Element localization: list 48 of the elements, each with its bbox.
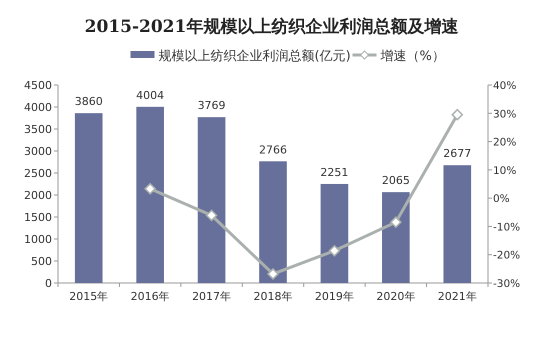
data-label: 2065	[382, 174, 410, 188]
x-tick-label: 2021年	[438, 290, 477, 303]
x-tick-label: 2016年	[130, 290, 170, 303]
y-tick-label: 1500	[24, 211, 52, 224]
y2-tick-label: 20%	[493, 136, 516, 149]
legend-label: 规模以上纺织企业利润总额(亿元)	[158, 49, 351, 64]
y2-tick-label: 0%	[493, 193, 510, 206]
y2-tick-label: 30%	[493, 108, 516, 120]
bar	[198, 117, 226, 283]
bar	[320, 184, 348, 283]
point	[328, 245, 340, 257]
y-tick-label: 4500	[24, 79, 52, 92]
data-label: 2766	[259, 143, 287, 156]
x-tick-label: 2019年	[314, 290, 354, 303]
data-label: 2677	[443, 147, 472, 160]
x-tick-label: 2015年	[69, 290, 108, 303]
bar	[259, 161, 287, 283]
x-tick-label: 2020年	[376, 290, 416, 303]
y-tick-label: 0	[45, 277, 52, 290]
y-tick-label: 2500	[24, 167, 52, 180]
data-label: 3860	[74, 95, 103, 108]
x-tick-label: 2018年	[254, 290, 292, 303]
point	[452, 108, 464, 120]
chart-title: 2015-2021年规模以上纺织企业利润总额及增速	[84, 17, 458, 37]
y2-tick-label: -30%	[493, 278, 520, 290]
y-tick-label: 3000	[24, 145, 52, 158]
data-label: 3769	[198, 99, 226, 112]
point	[144, 183, 156, 195]
y-tick-label: 1000	[24, 233, 52, 246]
y2-tick-label: 10%	[493, 164, 516, 177]
legend-label: 增速（%）	[380, 49, 445, 64]
y-tick-label: 2000	[24, 189, 52, 202]
data-label: 4004	[136, 88, 164, 102]
point	[390, 216, 402, 228]
y2-tick-label: -20%	[493, 250, 520, 262]
data-label: 2251	[320, 166, 348, 179]
point	[267, 268, 279, 280]
y-tick-label: 4000	[24, 101, 52, 114]
bar	[136, 106, 164, 283]
bar	[382, 192, 410, 283]
y2-tick-label: 40%	[493, 80, 516, 92]
y2-tick-label: -10%	[493, 221, 520, 234]
point	[206, 210, 218, 222]
x-tick-label: 2017年	[192, 290, 232, 303]
bar	[74, 113, 103, 283]
y-tick-label: 3500	[24, 123, 52, 136]
bar	[443, 165, 472, 283]
y-tick-label: 500	[31, 255, 52, 268]
